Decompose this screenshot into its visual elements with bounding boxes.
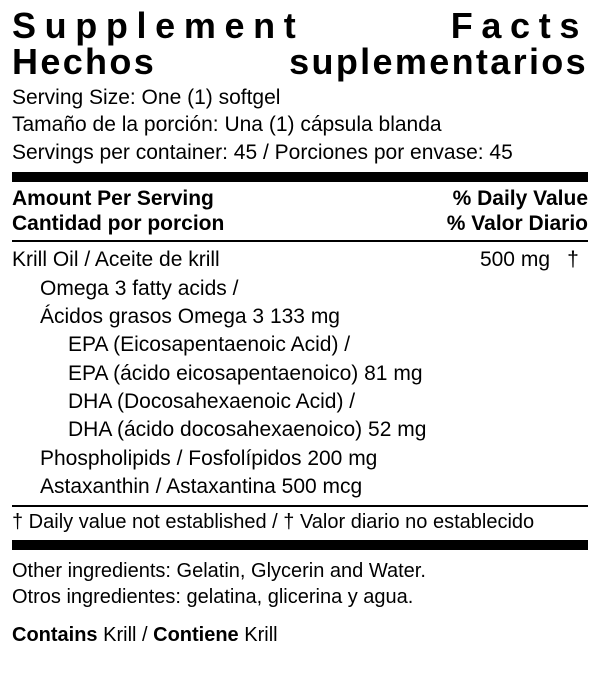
footnote: † Daily value not established / † Valor …	[12, 511, 588, 534]
serving-info: Serving Size: One (1) softgel Tamaño de …	[12, 84, 588, 166]
contains-value-es: Krill	[239, 624, 278, 646]
thin-rule-footnote	[12, 505, 588, 507]
title-es: Hechos suplementarios	[12, 44, 588, 80]
other-ingredients: Other ingredients: Gelatin, Glycerin and…	[12, 558, 588, 610]
dha-line2: DHA (ácido docosahexaenoico) 52 mg	[12, 416, 588, 444]
title-en: Supplement Facts	[12, 8, 588, 44]
column-headers: Amount Per Serving Cantidad por porcion …	[12, 186, 588, 236]
title-block: Supplement Facts Hechos suplementarios	[12, 8, 588, 80]
serving-size-es: Tamaño de la porción: Una (1) cápsula bl…	[12, 111, 588, 138]
krill-label: Krill Oil / Aceite de krill	[12, 246, 468, 274]
thick-rule-bottom	[12, 540, 588, 550]
contains-line: Contains Krill / Contiene Krill	[12, 624, 588, 647]
dha-line1: DHA (Docosahexaenoic Acid) /	[12, 388, 588, 416]
other-es: Otros ingredientes: gelatina, glicerina …	[12, 584, 588, 610]
krill-amount: 500 mg	[468, 246, 558, 274]
serving-size-en: Serving Size: One (1) softgel	[12, 84, 588, 111]
servings-per-container: Servings per container: 45 / Porciones p…	[12, 139, 588, 166]
header-dv-es: % Valor Diario	[447, 211, 588, 236]
ingredient-row-krill: Krill Oil / Aceite de krill 500 mg †	[12, 246, 588, 274]
astaxanthin: Astaxanthin / Astaxantina 500 mcg	[12, 473, 588, 501]
contains-value-en: Krill /	[98, 624, 154, 646]
thin-rule-header	[12, 240, 588, 242]
epa-line2: EPA (ácido eicosapentaenoico) 81 mg	[12, 360, 588, 388]
header-amount-es: Cantidad por porcion	[12, 211, 224, 236]
header-amount-en: Amount Per Serving	[12, 186, 224, 211]
contains-label-en: Contains	[12, 624, 98, 646]
epa-line1: EPA (Eicosapentaenoic Acid) /	[12, 331, 588, 359]
phospholipids: Phospholipids / Fosfolípidos 200 mg	[12, 445, 588, 473]
omega-line2: Ácidos grasos Omega 3 133 mg	[12, 303, 588, 331]
header-dv-en: % Daily Value	[447, 186, 588, 211]
thick-rule-top	[12, 172, 588, 182]
contains-label-es: Contiene	[153, 624, 239, 646]
ingredient-block: Krill Oil / Aceite de krill 500 mg † Ome…	[12, 246, 588, 501]
omega-line1: Omega 3 fatty acids /	[12, 275, 588, 303]
krill-dv: †	[558, 246, 588, 274]
other-en: Other ingredients: Gelatin, Glycerin and…	[12, 558, 588, 584]
